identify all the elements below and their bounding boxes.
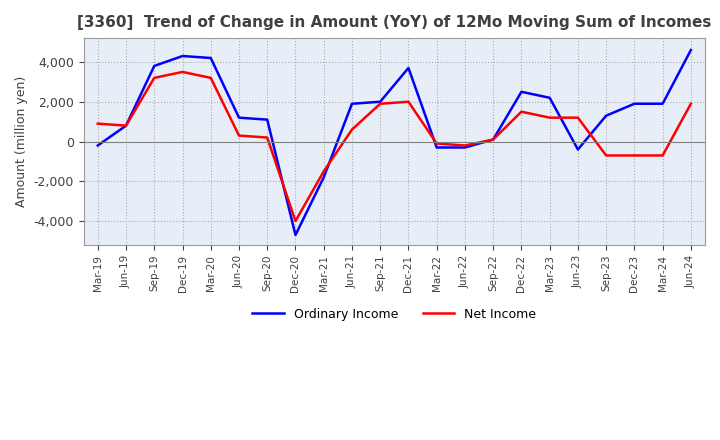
Net Income: [602, 153, 611, 158]
Net Income: [263, 135, 271, 140]
Net Income: [348, 127, 356, 132]
Net Income: [687, 101, 696, 106]
Ordinary Income: [658, 101, 667, 106]
Net Income: [461, 143, 469, 148]
Net Income: [489, 137, 498, 142]
Title: [3360]  Trend of Change in Amount (YoY) of 12Mo Moving Sum of Incomes: [3360] Trend of Change in Amount (YoY) o…: [77, 15, 711, 30]
Net Income: [376, 101, 384, 106]
Net Income: [122, 123, 130, 128]
Line: Net Income: Net Income: [98, 72, 691, 221]
Ordinary Income: [320, 175, 328, 180]
Ordinary Income: [94, 143, 102, 148]
Net Income: [630, 153, 639, 158]
Net Income: [94, 121, 102, 126]
Net Income: [517, 109, 526, 114]
Ordinary Income: [687, 48, 696, 53]
Net Income: [574, 115, 582, 120]
Net Income: [320, 169, 328, 174]
Ordinary Income: [489, 137, 498, 142]
Ordinary Income: [545, 95, 554, 100]
Ordinary Income: [235, 115, 243, 120]
Net Income: [404, 99, 413, 104]
Net Income: [235, 133, 243, 138]
Ordinary Income: [517, 89, 526, 95]
Y-axis label: Amount (million yen): Amount (million yen): [15, 76, 28, 207]
Ordinary Income: [602, 113, 611, 118]
Ordinary Income: [348, 101, 356, 106]
Ordinary Income: [630, 101, 639, 106]
Net Income: [207, 75, 215, 81]
Ordinary Income: [150, 63, 158, 69]
Ordinary Income: [404, 65, 413, 70]
Ordinary Income: [376, 99, 384, 104]
Ordinary Income: [461, 145, 469, 150]
Ordinary Income: [263, 117, 271, 122]
Legend: Ordinary Income, Net Income: Ordinary Income, Net Income: [248, 303, 541, 326]
Net Income: [150, 75, 158, 81]
Ordinary Income: [433, 145, 441, 150]
Net Income: [433, 141, 441, 146]
Line: Ordinary Income: Ordinary Income: [98, 50, 691, 235]
Ordinary Income: [207, 55, 215, 61]
Ordinary Income: [122, 123, 130, 128]
Ordinary Income: [291, 232, 300, 238]
Ordinary Income: [574, 147, 582, 152]
Net Income: [658, 153, 667, 158]
Net Income: [178, 69, 186, 74]
Net Income: [545, 115, 554, 120]
Ordinary Income: [178, 53, 186, 59]
Net Income: [291, 218, 300, 224]
